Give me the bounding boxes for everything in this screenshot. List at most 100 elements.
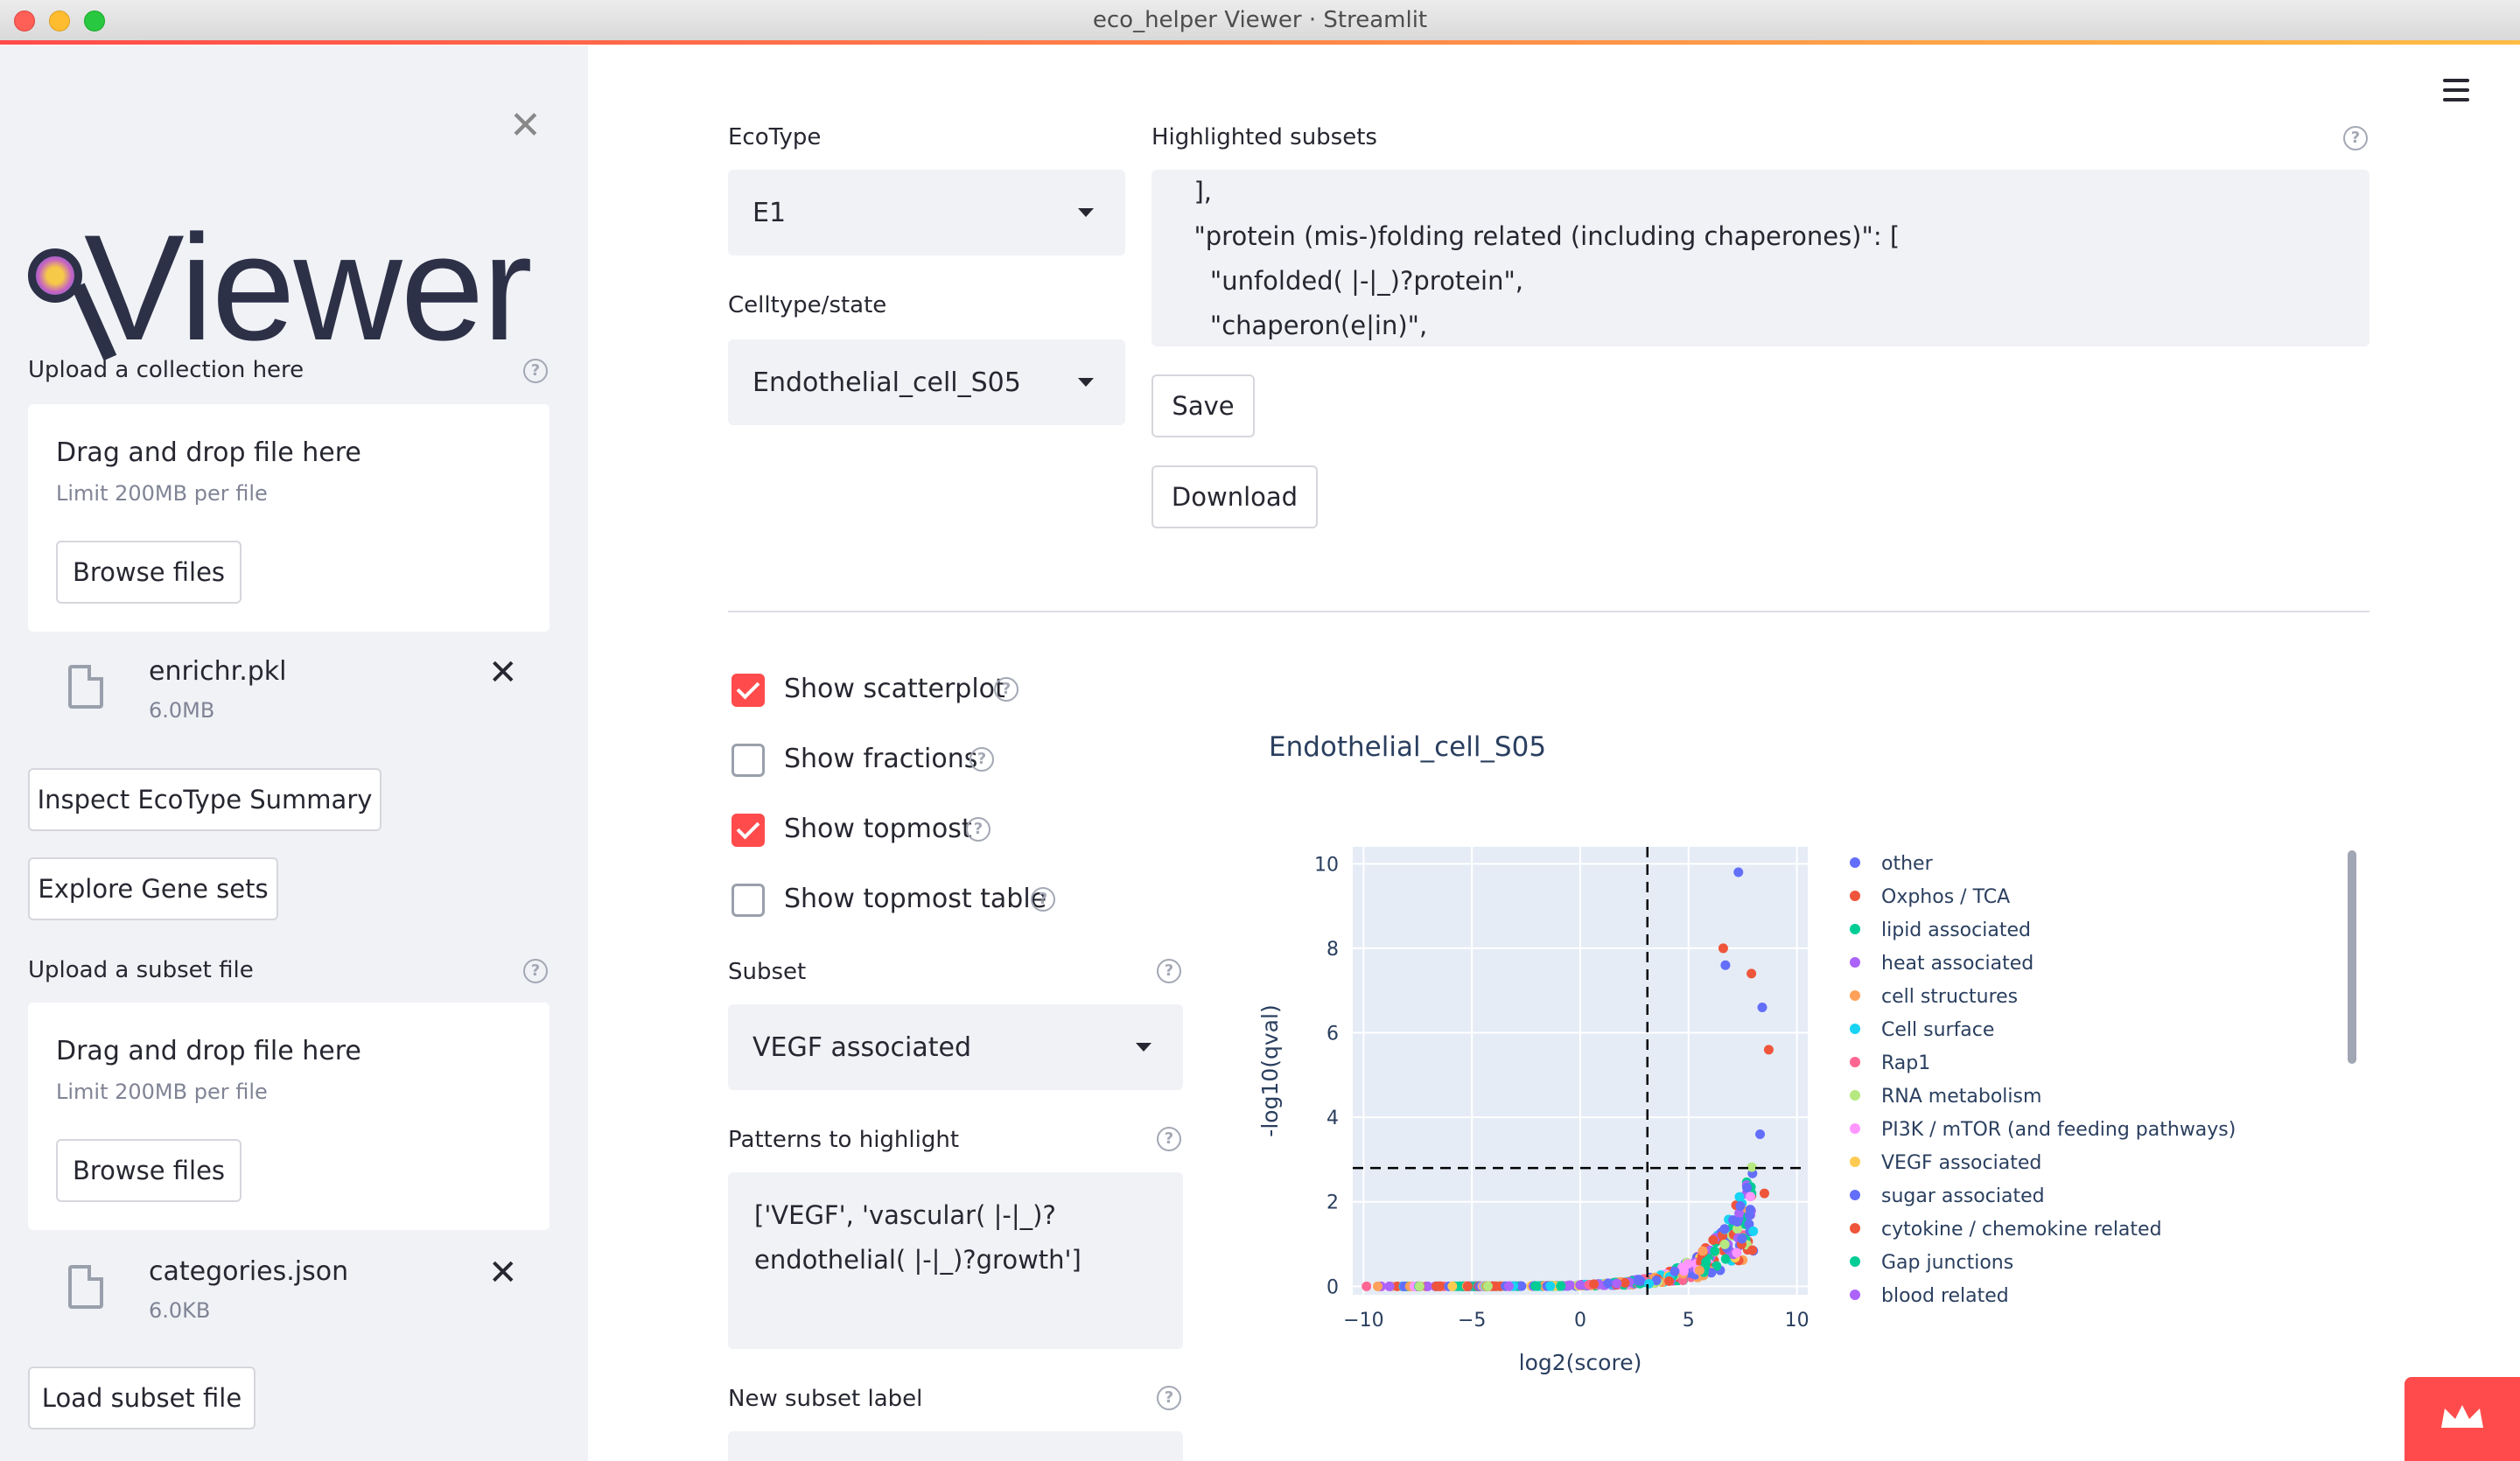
scatter-point[interactable] bbox=[1620, 1277, 1630, 1288]
scatter-point[interactable] bbox=[1683, 1259, 1693, 1269]
scatter-point[interactable] bbox=[1462, 1281, 1473, 1291]
explore-gene-sets-button[interactable]: Explore Gene sets bbox=[28, 857, 278, 920]
scatter-point[interactable] bbox=[1575, 1280, 1586, 1290]
maximize-window-button[interactable] bbox=[84, 10, 105, 31]
legend-marker[interactable] bbox=[1850, 1290, 1860, 1300]
scatter-point[interactable] bbox=[1531, 1281, 1542, 1291]
subset-select[interactable]: VEGF associated bbox=[728, 1004, 1183, 1090]
help-icon[interactable]: ? bbox=[523, 359, 548, 383]
patterns-textarea[interactable]: ['VEGF', 'vascular( |-|_)? endothelial( … bbox=[728, 1172, 1183, 1349]
help-icon[interactable]: ? bbox=[523, 959, 548, 983]
scatter-point[interactable] bbox=[1664, 1276, 1675, 1286]
scatter-point[interactable] bbox=[1634, 1275, 1644, 1285]
scatter-point[interactable] bbox=[1732, 1217, 1743, 1227]
scatter-point[interactable] bbox=[1720, 1254, 1731, 1264]
highlighted-subsets-textarea[interactable]: ], "protein (mis-)folding related (inclu… bbox=[1152, 170, 2370, 346]
legend-entry[interactable]: blood related bbox=[1881, 1285, 2009, 1307]
legend-entry[interactable]: Oxphos / TCA bbox=[1881, 886, 2010, 908]
legend-entry[interactable]: lipid associated bbox=[1881, 919, 2031, 941]
show-topmost-table-checkbox[interactable] bbox=[732, 884, 765, 917]
scatter-point[interactable] bbox=[1755, 1129, 1766, 1139]
scatter-point[interactable] bbox=[1759, 1188, 1769, 1199]
scatter-point[interactable] bbox=[1414, 1281, 1424, 1291]
legend-entry[interactable]: other bbox=[1881, 853, 1934, 875]
legend-marker[interactable] bbox=[1850, 1024, 1860, 1034]
scatter-point[interactable] bbox=[1432, 1281, 1442, 1291]
download-button[interactable]: Download bbox=[1152, 465, 1318, 528]
scatter-point[interactable] bbox=[1589, 1279, 1600, 1290]
legend-marker[interactable] bbox=[1850, 1223, 1860, 1234]
scatter-point[interactable] bbox=[1447, 1281, 1458, 1291]
legend-marker[interactable] bbox=[1850, 924, 1860, 934]
close-sidebar-icon[interactable]: ✕ bbox=[509, 103, 542, 148]
scatter-point[interactable] bbox=[1612, 1278, 1622, 1289]
scatter-point[interactable] bbox=[1710, 1246, 1720, 1256]
show-fractions-checkbox[interactable] bbox=[732, 744, 765, 777]
scatter-point[interactable] bbox=[1745, 1205, 1755, 1215]
scatter-point[interactable] bbox=[1651, 1276, 1662, 1286]
scatter-point[interactable] bbox=[1670, 1266, 1680, 1276]
help-icon[interactable]: ? bbox=[994, 677, 1018, 702]
scatter-point[interactable] bbox=[1698, 1246, 1708, 1256]
new-subset-input[interactable] bbox=[728, 1431, 1183, 1461]
legend-entry[interactable]: PI3K / mTOR (and feeding pathways) bbox=[1881, 1119, 2236, 1141]
help-icon[interactable]: ? bbox=[1157, 1386, 1181, 1410]
scatter-point[interactable] bbox=[1694, 1265, 1704, 1276]
ecotype-select[interactable]: E1 bbox=[728, 170, 1125, 255]
scatter-point[interactable] bbox=[1719, 1239, 1730, 1249]
show-topmost-checkbox[interactable] bbox=[732, 814, 765, 847]
legend-entry[interactable]: cell structures bbox=[1881, 986, 2018, 1008]
load-subset-button[interactable]: Load subset file bbox=[28, 1367, 256, 1430]
scatter-point[interactable] bbox=[1706, 1268, 1717, 1278]
legend-entry[interactable]: Gap junctions bbox=[1881, 1252, 2013, 1274]
scatter-point[interactable] bbox=[1372, 1281, 1382, 1291]
minimize-window-button[interactable] bbox=[49, 10, 70, 31]
scatter-point[interactable] bbox=[1384, 1281, 1395, 1291]
scatter-point[interactable] bbox=[1719, 1224, 1730, 1234]
legend-marker[interactable] bbox=[1850, 1057, 1860, 1067]
scatter-point[interactable] bbox=[1746, 1192, 1756, 1202]
scatter-point[interactable] bbox=[1563, 1281, 1573, 1291]
scatter-point[interactable] bbox=[1362, 1281, 1372, 1291]
celltype-select[interactable]: Endothelial_cell_S05 bbox=[728, 339, 1125, 425]
remove-file-icon[interactable]: ✕ bbox=[488, 653, 518, 693]
save-button[interactable]: Save bbox=[1152, 374, 1255, 437]
scatter-point[interactable] bbox=[1516, 1281, 1527, 1291]
scatter-point[interactable] bbox=[1744, 1219, 1754, 1229]
help-icon[interactable]: ? bbox=[1157, 1127, 1181, 1151]
show-scatterplot-checkbox[interactable] bbox=[732, 674, 765, 707]
scatter-point[interactable] bbox=[1734, 1192, 1745, 1202]
scatter-point[interactable] bbox=[1747, 1245, 1758, 1255]
scatter-point[interactable] bbox=[1720, 960, 1731, 970]
collection-dropzone[interactable]: Drag and drop file here Limit 200MB per … bbox=[28, 404, 550, 632]
scatter-point[interactable] bbox=[1603, 1278, 1614, 1289]
legend-marker[interactable] bbox=[1850, 1123, 1860, 1134]
scatter-point[interactable] bbox=[1757, 1003, 1768, 1013]
scatter-point[interactable] bbox=[1503, 1281, 1514, 1291]
streamlit-badge[interactable] bbox=[2404, 1377, 2520, 1461]
legend-entry[interactable]: cytokine / chemokine related bbox=[1881, 1219, 2162, 1241]
legend-marker[interactable] bbox=[1850, 1157, 1860, 1167]
scatter-point[interactable] bbox=[1643, 1278, 1654, 1289]
browse-files-button[interactable]: Browse files bbox=[56, 541, 242, 604]
scatter-point[interactable] bbox=[1748, 1226, 1759, 1236]
browse-files-button[interactable]: Browse files bbox=[56, 1139, 242, 1202]
legend-entry[interactable]: Cell surface bbox=[1881, 1019, 1994, 1041]
help-icon[interactable]: ? bbox=[970, 747, 994, 772]
scatter-point[interactable] bbox=[1482, 1281, 1493, 1291]
scatter-point[interactable] bbox=[1732, 1224, 1742, 1234]
scatterplot[interactable]: −10 −5 0 5 10 0 2 4 6 8 10 log2(score) -log10(qval) o… bbox=[1251, 822, 2336, 1417]
scatter-point[interactable] bbox=[1732, 1248, 1742, 1258]
scatter-point[interactable] bbox=[1712, 1261, 1722, 1271]
scatter-point[interactable] bbox=[1556, 1281, 1566, 1291]
subset-dropzone[interactable]: Drag and drop file here Limit 200MB per … bbox=[28, 1003, 550, 1230]
legend-marker[interactable] bbox=[1850, 957, 1860, 968]
hamburger-menu-icon[interactable] bbox=[2443, 79, 2469, 108]
help-icon[interactable]: ? bbox=[1031, 887, 1055, 912]
scatter-point[interactable] bbox=[1708, 1234, 1718, 1245]
help-icon[interactable]: ? bbox=[966, 817, 990, 842]
scatter-point[interactable] bbox=[1733, 867, 1744, 877]
close-window-button[interactable] bbox=[14, 10, 35, 31]
help-icon[interactable]: ? bbox=[2343, 126, 2368, 150]
scatter-point[interactable] bbox=[1746, 1162, 1757, 1172]
